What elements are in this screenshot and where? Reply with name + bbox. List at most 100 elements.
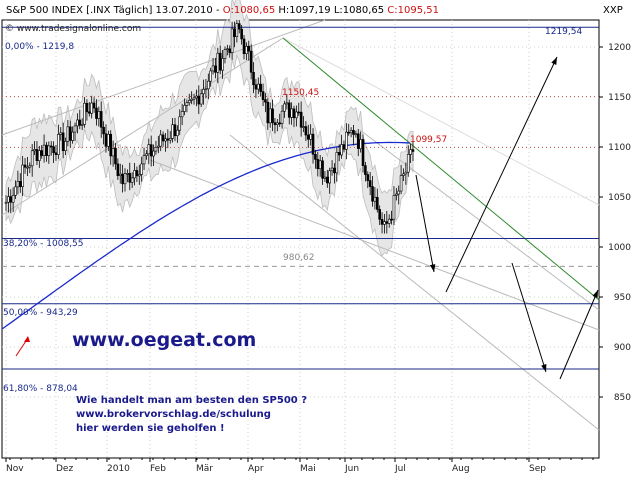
candle-body xyxy=(309,133,312,140)
arrow-line xyxy=(415,174,435,273)
candle-body xyxy=(161,134,165,142)
candle-body xyxy=(411,149,415,152)
trend-line xyxy=(1,19,326,136)
title-text: S&P 500 INDEX [.INX Täglich] 13.07.2010 … xyxy=(6,5,220,16)
pivot-label: 1099,57 xyxy=(410,135,447,145)
candle-body xyxy=(16,181,20,188)
candle-body xyxy=(187,100,191,103)
candle-body xyxy=(273,122,277,125)
candle-body xyxy=(107,133,110,147)
candle-body xyxy=(387,218,391,224)
candle-body xyxy=(230,28,234,53)
candle-body xyxy=(97,111,101,119)
candle-body xyxy=(52,146,55,154)
candle-body xyxy=(28,165,32,168)
candle-body xyxy=(40,150,44,156)
candle-body xyxy=(380,219,384,225)
candle-body xyxy=(245,45,248,55)
candle-body xyxy=(280,110,284,124)
candle-body xyxy=(326,176,329,184)
candle-body xyxy=(159,134,163,147)
candle-body xyxy=(73,125,77,133)
candle-body xyxy=(285,102,289,105)
y-tick-label: 1000 xyxy=(608,243,631,253)
candle-body xyxy=(256,83,260,90)
candle-body xyxy=(133,170,136,179)
candle-body xyxy=(128,173,132,183)
band-area xyxy=(5,0,414,257)
candle-body xyxy=(223,49,227,59)
candle-body xyxy=(311,133,315,155)
candle-body xyxy=(49,145,53,148)
candle-body xyxy=(142,155,146,165)
candle-body xyxy=(61,132,65,151)
candle-body xyxy=(26,166,29,169)
candle-body xyxy=(349,130,353,134)
candle-body xyxy=(64,141,67,151)
fib-0-label: 0,00% - 1219,8 xyxy=(5,42,74,52)
candle-body xyxy=(66,126,70,142)
x-tick-label: Jun xyxy=(344,464,359,474)
candle-body xyxy=(240,28,243,40)
candle-body xyxy=(383,221,386,225)
high-value: H:1097,19 xyxy=(278,5,330,16)
candle-body xyxy=(287,102,291,118)
candle-body xyxy=(373,196,377,202)
candle-body xyxy=(59,132,63,135)
candle-body xyxy=(38,150,41,161)
peak-label: 1150,45 xyxy=(282,88,319,98)
candle-body xyxy=(321,160,324,179)
candle-body xyxy=(249,50,253,73)
y-tick-label: 1050 xyxy=(608,193,631,203)
candle-body xyxy=(183,105,186,112)
corner-label: XXP xyxy=(603,5,623,16)
candle-body xyxy=(173,124,177,137)
candle-body xyxy=(76,119,79,127)
candle-body xyxy=(345,131,348,150)
candle-body xyxy=(314,153,317,160)
trend-line xyxy=(229,134,600,431)
candle-body xyxy=(247,45,251,52)
candle-body xyxy=(121,173,124,185)
candle-body xyxy=(347,131,351,134)
candle-body xyxy=(130,177,134,183)
candle-body xyxy=(57,134,60,156)
candle-body xyxy=(199,93,203,105)
candle-body xyxy=(68,126,72,141)
candle-body xyxy=(80,124,84,126)
candle-body xyxy=(78,119,82,126)
candle-body xyxy=(252,71,255,86)
candle-body xyxy=(90,102,93,114)
candle-body xyxy=(364,165,367,175)
candle-body xyxy=(359,139,362,149)
arrow-line xyxy=(445,56,558,293)
candle-body xyxy=(375,196,379,210)
candle-body xyxy=(366,174,370,181)
candle-body xyxy=(137,174,141,177)
x-tick-label: Dez xyxy=(56,464,73,474)
candle-body xyxy=(259,83,262,92)
candle-body xyxy=(276,122,279,125)
candle-body xyxy=(218,52,222,71)
y-tick-label: 1150 xyxy=(608,93,631,103)
candle-body xyxy=(266,101,270,124)
trend-line xyxy=(282,37,600,301)
arrow-head xyxy=(551,57,557,65)
x-tick-label: Mär xyxy=(196,464,213,474)
candle-body xyxy=(397,190,401,195)
candle-body xyxy=(392,195,396,220)
forecast-arrows xyxy=(415,56,599,380)
candle-body xyxy=(83,102,86,125)
candle-body xyxy=(283,103,286,112)
candle-body xyxy=(9,196,13,203)
red-arrow-icon xyxy=(15,336,30,357)
candle-body xyxy=(361,139,365,166)
candle-body xyxy=(278,122,282,125)
candle-body xyxy=(157,145,160,148)
x-tick-label: Mai xyxy=(300,464,316,474)
candle-body xyxy=(180,111,184,118)
candle-body xyxy=(11,195,15,203)
arrow-head xyxy=(592,290,598,298)
low-value: L:1080,65 xyxy=(334,5,384,16)
